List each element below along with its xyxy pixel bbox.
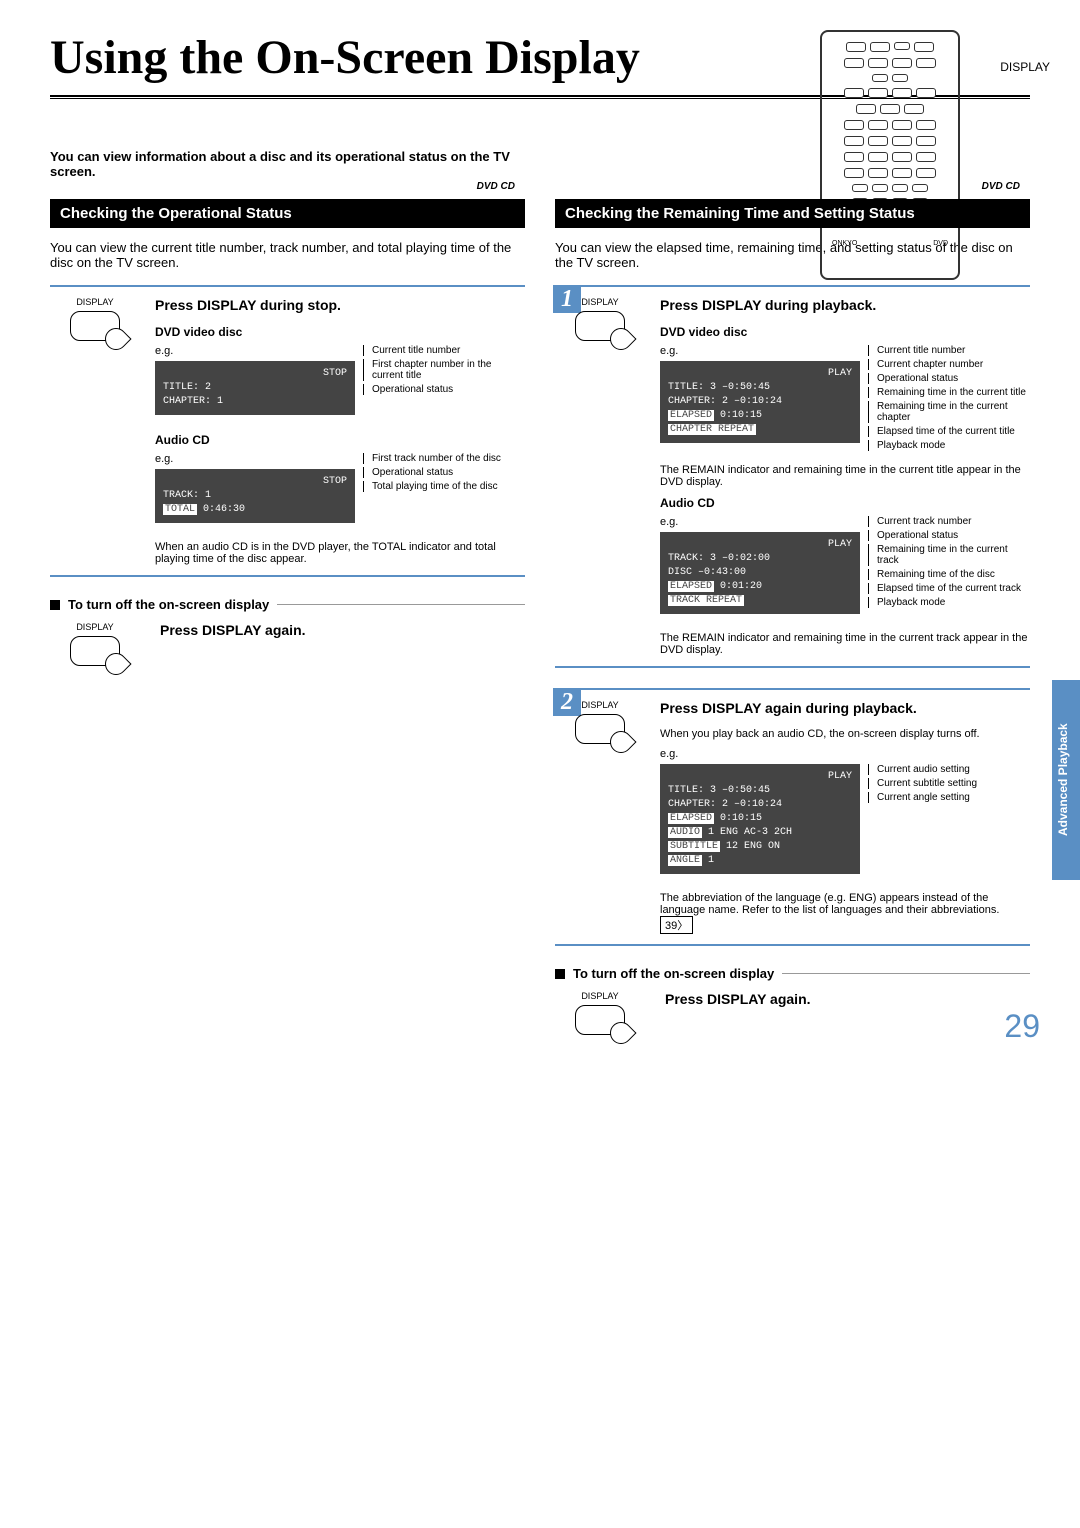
osd-dvd-stop: STOP TITLE: 2 CHAPTER: 1: [155, 361, 355, 415]
right-turnoff-heading: To turn off the on-screen display: [555, 966, 1030, 981]
callout: Remaining time in the current chapter: [868, 401, 1030, 423]
display-btn-label: DISPLAY: [555, 991, 645, 1001]
dvd-heading: DVD video disc: [155, 325, 525, 339]
callout: Current audio setting: [868, 764, 977, 775]
step2-note: The abbreviation of the language (e.g. E…: [660, 892, 1030, 934]
left-step-title: Press DISPLAY during stop.: [155, 297, 525, 313]
dvd-heading: DVD video disc: [660, 325, 1030, 339]
callout: Operational status: [363, 467, 501, 478]
callout: Current chapter number: [868, 359, 1030, 370]
callout: Elapsed time of the current title: [868, 426, 1030, 437]
left-turnoff-heading: To turn off the on-screen display: [50, 597, 525, 612]
side-tab: Advanced Playback: [1052, 680, 1080, 880]
osd-settings: PLAY TITLE: 3 –0:50:45 CHAPTER: 2 –0:10:…: [660, 764, 860, 874]
right-step-1: 1 DISPLAY Press DISPLAY during playback.…: [555, 285, 1030, 668]
callout: First track number of the disc: [363, 453, 501, 464]
callout: Operational status: [868, 530, 1030, 541]
right-section-header: DVD CD Checking the Remaining Time and S…: [555, 199, 1030, 228]
left-turnoff-text: Press DISPLAY again.: [160, 622, 306, 638]
remote-callout-label: DISPLAY: [1000, 60, 1050, 74]
page-number: 29: [1004, 1008, 1040, 1045]
display-button-icon: [575, 1005, 625, 1035]
cd-note: The REMAIN indicator and remaining time …: [660, 632, 1030, 656]
left-section-header: DVD CD Checking the Operational Status: [50, 199, 525, 228]
cd-heading: Audio CD: [155, 433, 525, 447]
display-button-icon: [70, 636, 120, 666]
eg-label: e.g.: [660, 345, 860, 357]
eg-label: e.g.: [660, 748, 1030, 760]
callout: Remaining time of the disc: [868, 569, 1030, 580]
dvd-note: The REMAIN indicator and remaining time …: [660, 464, 1030, 488]
left-step: DISPLAY Press DISPLAY during stop. DVD v…: [50, 285, 525, 577]
right-turnoff-text: Press DISPLAY again.: [665, 991, 811, 1007]
page-ref: 39: [660, 916, 693, 934]
callout: Total playing time of the disc: [363, 481, 501, 492]
display-button-icon: [575, 714, 625, 744]
step-number-2: 2: [553, 688, 581, 716]
disc-badges: DVD CD: [982, 181, 1020, 192]
callout: Current angle setting: [868, 792, 977, 803]
step-number-1: 1: [553, 285, 581, 313]
display-button-icon: [70, 311, 120, 341]
callout: Elapsed time of the current track: [868, 583, 1030, 594]
step2-desc: When you play back an audio CD, the on-s…: [660, 728, 1030, 740]
right-step2-title: Press DISPLAY again during playback.: [660, 700, 1030, 716]
callout: Current track number: [868, 516, 1030, 527]
eg-label: e.g.: [155, 453, 355, 465]
callout: Current title number: [363, 345, 525, 356]
display-btn-label: DISPLAY: [50, 622, 140, 632]
osd-cd-play: PLAY TRACK: 3 –0:02:00 DISC –0:43:00 ELA…: [660, 532, 860, 614]
callout: Playback mode: [868, 597, 1030, 608]
display-btn-label: DISPLAY: [50, 297, 140, 307]
right-step1-title: Press DISPLAY during playback.: [660, 297, 1030, 313]
left-desc: You can view the current title number, t…: [50, 240, 525, 270]
callout: Remaining time in the current track: [868, 544, 1030, 566]
remote-illustration: ONKYODVD: [820, 30, 960, 280]
eg-label: e.g.: [155, 345, 355, 357]
callout: Operational status: [868, 373, 1030, 384]
callout: Remaining time in the current title: [868, 387, 1030, 398]
eg-label: e.g.: [660, 516, 860, 528]
display-button-icon: [575, 311, 625, 341]
cd-heading: Audio CD: [660, 496, 1030, 510]
callout: Operational status: [363, 384, 525, 395]
right-step-2: 2 DISPLAY Press DISPLAY again during pla…: [555, 688, 1030, 946]
disc-badges: DVD CD: [477, 181, 515, 192]
intro-text: You can view information about a disc an…: [50, 149, 530, 179]
callout: Playback mode: [868, 440, 1030, 451]
callout: First chapter number in the current titl…: [363, 359, 525, 381]
callout: Current title number: [868, 345, 1030, 356]
osd-dvd-play: PLAY TITLE: 3 –0:50:45 CHAPTER: 2 –0:10:…: [660, 361, 860, 443]
left-note: When an audio CD is in the DVD player, t…: [155, 541, 525, 565]
callout: Current subtitle setting: [868, 778, 977, 789]
osd-cd-stop: STOP TRACK: 1 TOTAL 0:46:30: [155, 469, 355, 523]
